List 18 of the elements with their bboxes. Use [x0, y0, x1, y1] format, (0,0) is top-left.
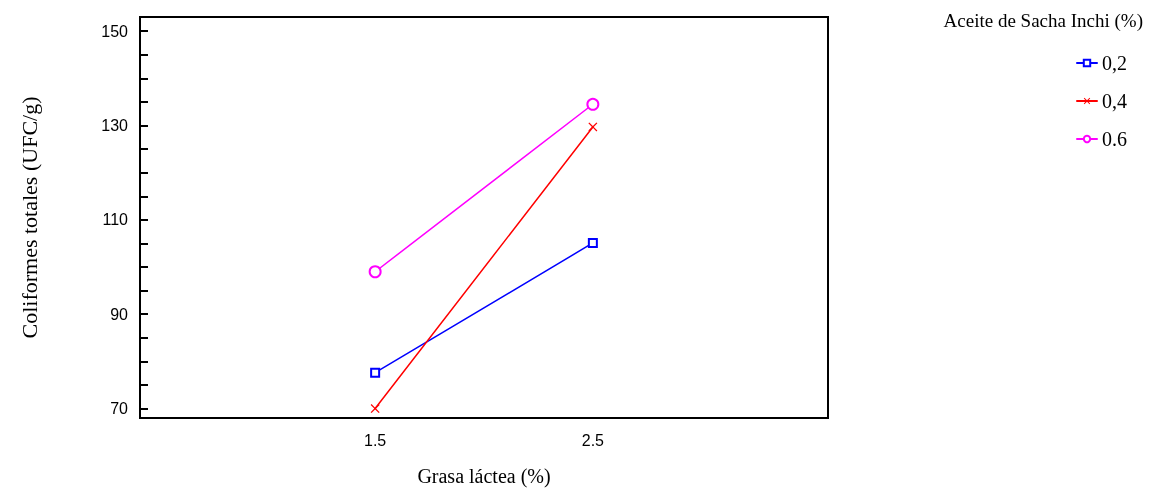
legend-label: 0,2 — [1102, 52, 1127, 74]
x-tick-label: 2.5 — [581, 431, 605, 449]
legend-title: Aceite de Sacha Inchi (%) — [943, 10, 1144, 32]
y-tick-label: 90 — [110, 305, 129, 323]
y-tick-label: 150 — [101, 22, 129, 40]
point — [586, 97, 600, 111]
y-axis-title: Coliformes totales (UFC/g) — [16, 96, 42, 339]
x-axis-title: Grasa láctea (%) — [417, 465, 551, 488]
point — [587, 237, 598, 248]
y-tick-label: 130 — [101, 117, 129, 135]
legend-label: 0,4 — [1102, 90, 1127, 112]
y-tick-label: 70 — [110, 400, 129, 418]
point — [368, 265, 382, 279]
point — [370, 367, 381, 378]
x-tick-label: 1.5 — [364, 431, 387, 449]
point — [370, 404, 380, 414]
y-tick-label: 110 — [102, 211, 129, 229]
legend-label: 0.6 — [1102, 128, 1127, 150]
